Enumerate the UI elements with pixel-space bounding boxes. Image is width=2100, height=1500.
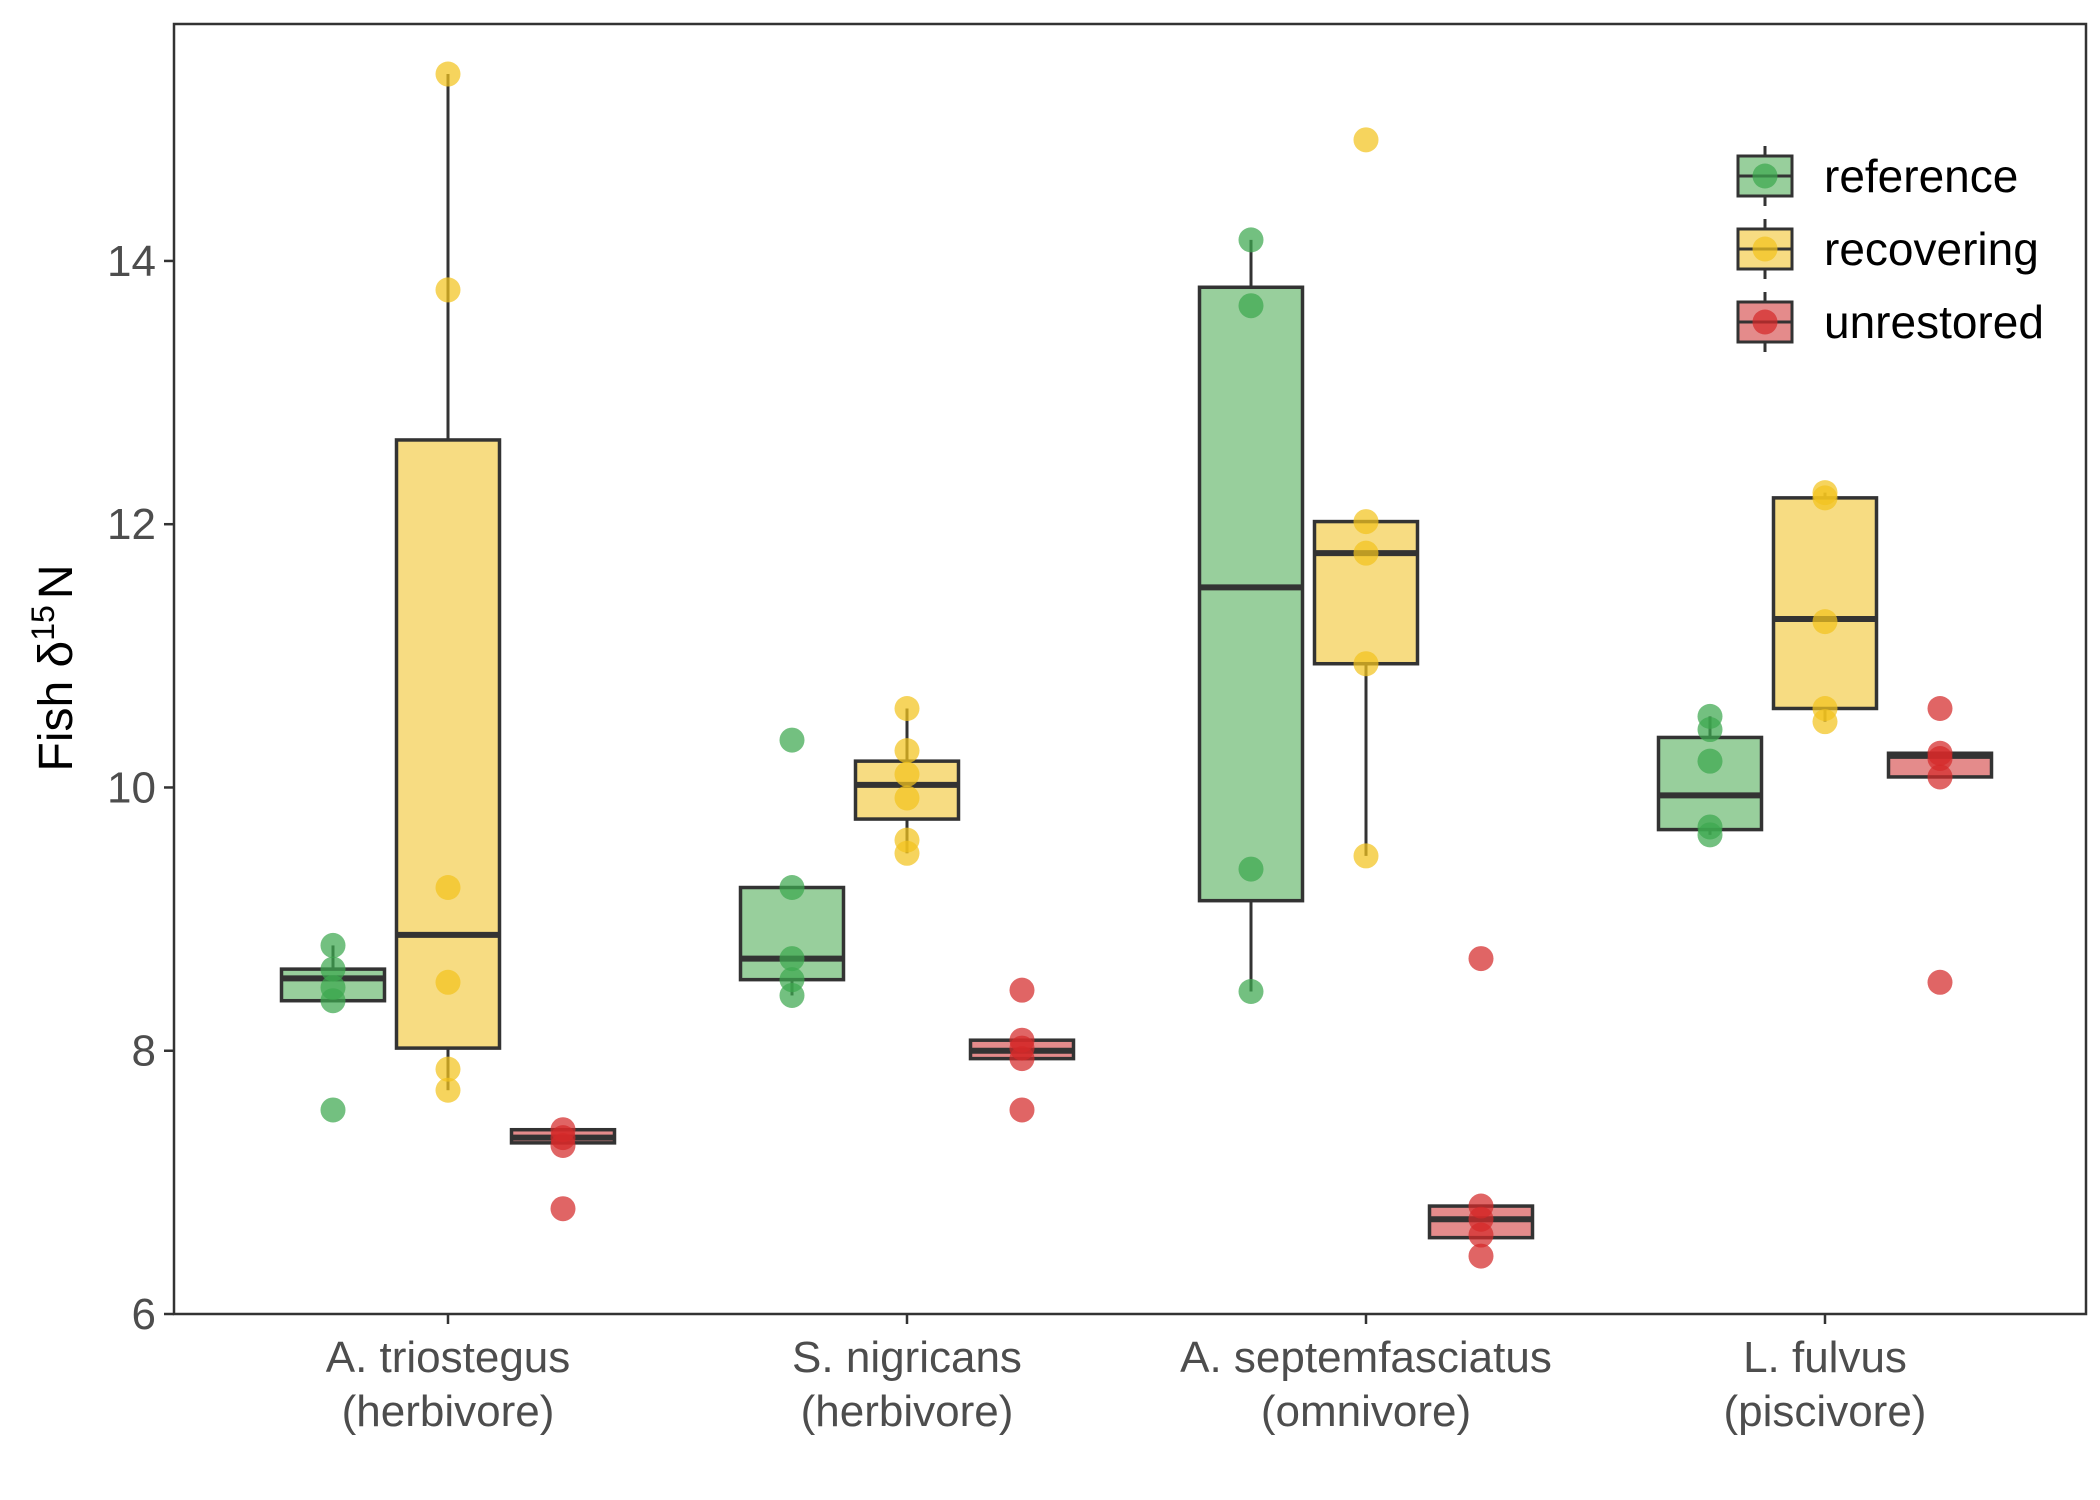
x-tick-label: A. triostegus xyxy=(326,1333,571,1382)
data-point-unrestored xyxy=(550,1196,576,1222)
x-tick-label: S. nigricans xyxy=(792,1333,1022,1382)
data-point-reference xyxy=(320,932,346,958)
legend-label: reference xyxy=(1824,150,2018,202)
data-point-reference xyxy=(779,967,805,993)
data-point-unrestored xyxy=(1009,1097,1035,1123)
box-group-unrestored xyxy=(509,1117,617,1222)
data-point-recovering xyxy=(894,827,920,853)
data-point-reference xyxy=(779,875,805,901)
x-tick-label: A. septemfasciatus xyxy=(1180,1333,1552,1382)
data-point-unrestored xyxy=(1468,1243,1494,1269)
legend-key-point xyxy=(1752,163,1778,189)
data-point-recovering xyxy=(1812,695,1838,721)
data-point-reference xyxy=(320,1097,346,1123)
data-point-reference xyxy=(1697,814,1723,840)
y-tick-label: 12 xyxy=(107,500,156,549)
data-point-reference xyxy=(1238,227,1264,253)
data-point-recovering xyxy=(1353,540,1379,566)
box-group-recovering xyxy=(853,695,961,866)
chart-marks xyxy=(279,61,1994,1269)
data-point-reference xyxy=(320,975,346,1001)
data-point-recovering xyxy=(894,785,920,811)
data-point-recovering xyxy=(435,277,461,303)
data-point-reference xyxy=(1238,856,1264,882)
legend-key-point xyxy=(1752,236,1778,262)
data-point-unrestored xyxy=(1468,946,1494,972)
legend: reference recovering unrestored xyxy=(1736,146,2044,352)
y-tick-label: 14 xyxy=(107,237,156,286)
legend-item-reference: reference xyxy=(1736,146,2018,206)
data-point-unrestored xyxy=(1468,1193,1494,1219)
data-point-recovering xyxy=(1353,651,1379,677)
x-axis: A. triostegus (herbivore) S. nigricans (her… xyxy=(326,1314,1927,1436)
box-group-reference xyxy=(738,727,846,1008)
data-point-recovering xyxy=(1353,127,1379,153)
data-point-unrestored xyxy=(1927,695,1953,721)
data-point-recovering xyxy=(435,1056,461,1082)
data-point-unrestored xyxy=(1009,1027,1035,1053)
data-point-recovering xyxy=(1812,609,1838,635)
data-point-unrestored xyxy=(1927,740,1953,766)
box-group-unrestored xyxy=(1427,946,1535,1269)
box-reference xyxy=(1197,285,1305,903)
legend-key-point xyxy=(1752,309,1778,335)
data-point-reference xyxy=(320,956,346,982)
data-point-recovering xyxy=(1812,480,1838,506)
legend-item-recovering: recovering xyxy=(1736,219,2039,279)
data-point-recovering xyxy=(1353,843,1379,869)
legend-label: unrestored xyxy=(1824,296,2044,348)
data-point-recovering xyxy=(435,969,461,995)
y-tick-label: 6 xyxy=(132,1290,156,1339)
box-group-reference xyxy=(279,932,387,1123)
box-recovering xyxy=(394,438,502,1050)
y-axis-label: Fish δ15N xyxy=(25,565,83,772)
box-group-recovering xyxy=(394,61,502,1103)
y-axis: 6 8 10 12 14 xyxy=(107,237,174,1339)
data-point-recovering xyxy=(435,875,461,901)
x-tick-label: L. fulvus xyxy=(1743,1333,1907,1382)
x-tick-label: (herbivore) xyxy=(342,1387,555,1436)
box-recovering xyxy=(1771,496,1879,711)
x-tick-label: (piscivore) xyxy=(1724,1387,1927,1436)
box-group-unrestored xyxy=(1886,695,1994,995)
box-group-recovering xyxy=(1771,480,1879,735)
x-tick-label: (herbivore) xyxy=(801,1387,1014,1436)
legend-item-unrestored: unrestored xyxy=(1736,292,2044,352)
x-tick-label: (omnivore) xyxy=(1261,1387,1471,1436)
legend-label: recovering xyxy=(1824,223,2039,275)
box-group-unrestored xyxy=(968,977,1076,1123)
data-point-unrestored xyxy=(1927,969,1953,995)
data-point-reference xyxy=(1238,979,1264,1004)
y-tick-label: 10 xyxy=(107,763,156,812)
data-point-reference xyxy=(779,727,805,753)
data-point-reference xyxy=(779,946,805,972)
y-tick-label: 8 xyxy=(132,1027,156,1076)
data-point-unrestored xyxy=(1009,977,1035,1003)
box-group-reference xyxy=(1656,703,1764,848)
box-group-reference xyxy=(1197,227,1305,1004)
data-point-recovering xyxy=(435,1077,461,1103)
data-point-recovering xyxy=(435,61,461,87)
data-point-unrestored xyxy=(550,1117,576,1143)
box-group-recovering xyxy=(1312,127,1420,869)
data-point-recovering xyxy=(894,738,920,764)
data-point-recovering xyxy=(894,761,920,787)
data-point-recovering xyxy=(1353,509,1379,535)
data-point-unrestored xyxy=(1927,764,1953,790)
data-point-recovering xyxy=(894,695,920,721)
data-point-reference xyxy=(1697,748,1723,774)
data-point-reference xyxy=(1238,293,1264,319)
data-point-reference xyxy=(1697,703,1723,729)
